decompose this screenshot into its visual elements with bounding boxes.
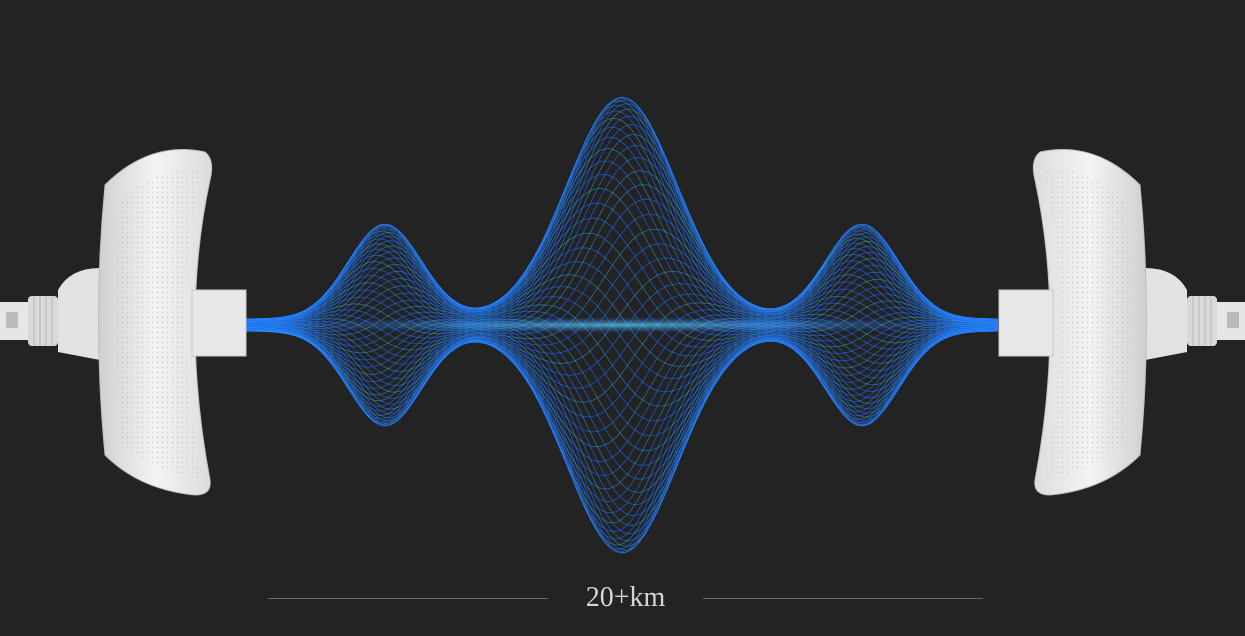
- wave-line: [246, 108, 999, 354]
- wave-line: [246, 282, 999, 526]
- wave-line: [245, 188, 998, 404]
- wave-line: [246, 170, 999, 396]
- wave-line: [246, 261, 999, 493]
- wave-line: [245, 234, 999, 425]
- wave-line: [245, 300, 998, 546]
- wave-line: [245, 286, 999, 533]
- wave-line: [245, 251, 999, 477]
- wave-line: [246, 133, 999, 375]
- wave-line: [245, 202, 999, 410]
- wave-line: [245, 229, 999, 427]
- wave-line: [246, 124, 999, 368]
- wave-line: [245, 230, 999, 426]
- range-label: 20+km: [585, 582, 666, 613]
- wave-line: [246, 157, 999, 389]
- wave-line: [245, 289, 999, 535]
- wave-line: [245, 136, 998, 379]
- wave-line: [245, 309, 999, 551]
- wave-line: [245, 160, 998, 392]
- wave-line: [245, 97, 999, 336]
- divider-left: [268, 598, 548, 599]
- wave-line: [245, 104, 998, 350]
- wave-line: [245, 240, 999, 448]
- wave-line: [245, 236, 999, 433]
- wave-line: [245, 224, 999, 420]
- wave-line: [246, 296, 999, 542]
- wave-line: [245, 115, 999, 361]
- wave-line: [245, 246, 998, 462]
- wave-line: [246, 243, 999, 452]
- wave-line: [246, 275, 999, 517]
- wave-line: [245, 225, 999, 416]
- wave-line: [245, 217, 999, 414]
- divider-right: [703, 598, 983, 599]
- wave-line: [246, 248, 999, 466]
- signal-core-glow: [242, 317, 1002, 333]
- wave-line: [245, 227, 999, 427]
- wave-line: [245, 110, 998, 357]
- wave-line: [246, 103, 999, 347]
- wave-line: [246, 268, 999, 505]
- wave-line: [245, 223, 999, 423]
- wave-line: [245, 100, 999, 344]
- wave-line: [246, 303, 999, 547]
- wave-line: [246, 238, 999, 437]
- wave-line: [245, 306, 999, 550]
- wave-line: [245, 99, 999, 341]
- wave-line: [245, 117, 999, 364]
- wave-line: [246, 213, 999, 412]
- wave-line: [246, 254, 999, 480]
- wave-line: [245, 271, 998, 514]
- wave-line: [245, 264, 999, 502]
- wave-line: [245, 258, 998, 490]
- wave-line: [245, 173, 999, 399]
- wave-line: [246, 145, 999, 382]
- wave-line: [245, 314, 999, 553]
- wave-line: [245, 278, 998, 524]
- wave-line: [245, 126, 998, 372]
- cpe-antenna-right-icon: [998, 149, 1245, 496]
- wave-line: [246, 184, 999, 402]
- wave-line: [245, 148, 999, 386]
- wave-line: [245, 223, 999, 424]
- cpe-antenna-left-icon: [0, 149, 247, 496]
- wave-line: [246, 198, 999, 407]
- wave-line: [245, 293, 998, 540]
